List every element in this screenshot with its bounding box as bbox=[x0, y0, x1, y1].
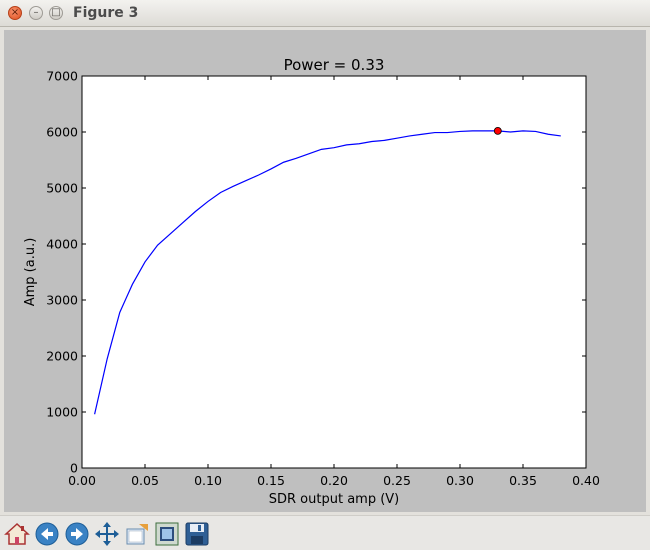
x-tick-label: 0.30 bbox=[446, 473, 474, 488]
marker-point bbox=[493, 126, 502, 135]
y-tick-label: 0 bbox=[70, 461, 78, 476]
y-tick-label: 3000 bbox=[46, 293, 78, 308]
close-icon: × bbox=[10, 7, 20, 18]
minimize-icon: – bbox=[33, 7, 39, 18]
x-tick-label: 0.00 bbox=[68, 473, 96, 488]
series-line bbox=[94, 130, 561, 415]
y-tick-label: 7000 bbox=[46, 69, 78, 84]
minimize-window-button[interactable]: – bbox=[29, 6, 43, 20]
x-tick-label: 0.05 bbox=[131, 473, 159, 488]
x-tick-label: 0.40 bbox=[572, 473, 600, 488]
y-tick-label: 4000 bbox=[46, 237, 78, 252]
y-tick-label: 1000 bbox=[46, 405, 78, 420]
back-icon bbox=[35, 522, 59, 546]
maximize-icon: □ bbox=[51, 7, 61, 18]
x-axis-label: SDR output amp (V) bbox=[269, 492, 400, 507]
line-chart: Power = 0.33 SDR output amp (V) Amp (a.u… bbox=[23, 56, 600, 507]
x-tick-label: 0.10 bbox=[194, 473, 222, 488]
x-tick-label: 0.25 bbox=[383, 473, 411, 488]
save-button[interactable] bbox=[184, 521, 210, 547]
x-tick-label: 0.35 bbox=[509, 473, 537, 488]
zoom-button[interactable] bbox=[124, 521, 150, 547]
subplots-button[interactable] bbox=[154, 521, 180, 547]
home-button[interactable] bbox=[4, 521, 30, 547]
x-tick-label: 0.20 bbox=[320, 473, 348, 488]
y-axis-label: Amp (a.u.) bbox=[23, 238, 38, 307]
home-icon bbox=[4, 522, 30, 545]
subplots-icon bbox=[155, 522, 179, 546]
series-layer bbox=[94, 126, 561, 415]
window-title-bar: × – □ Figure 3 bbox=[0, 0, 650, 27]
maximize-window-button[interactable]: □ bbox=[49, 6, 63, 20]
save-icon bbox=[185, 522, 209, 546]
pan-icon bbox=[95, 522, 119, 546]
figure-canvas[interactable]: Power = 0.33 SDR output amp (V) Amp (a.u… bbox=[4, 30, 646, 512]
x-axis: 0.00 0.05 0.10 0.15 0.20 0.25 0.30 0.35 0.40 bbox=[68, 76, 600, 488]
y-tick-label: 2000 bbox=[46, 349, 78, 364]
forward-icon bbox=[65, 522, 89, 546]
window-title: Figure 3 bbox=[73, 5, 139, 21]
back-button[interactable] bbox=[34, 521, 60, 547]
plot-area bbox=[81, 75, 587, 469]
x-tick-label: 0.15 bbox=[257, 473, 285, 488]
zoom-icon bbox=[126, 524, 148, 545]
y-tick-label: 5000 bbox=[46, 181, 78, 196]
pan-button[interactable] bbox=[94, 521, 120, 547]
y-tick-label: 6000 bbox=[46, 125, 78, 140]
y-axis: 0 1000 2000 3000 4000 5000 6000 7000 bbox=[46, 69, 586, 476]
chart-title: Power = 0.33 bbox=[284, 56, 385, 74]
navigation-toolbar bbox=[0, 515, 650, 550]
close-window-button[interactable]: × bbox=[8, 6, 22, 20]
forward-button[interactable] bbox=[64, 521, 90, 547]
